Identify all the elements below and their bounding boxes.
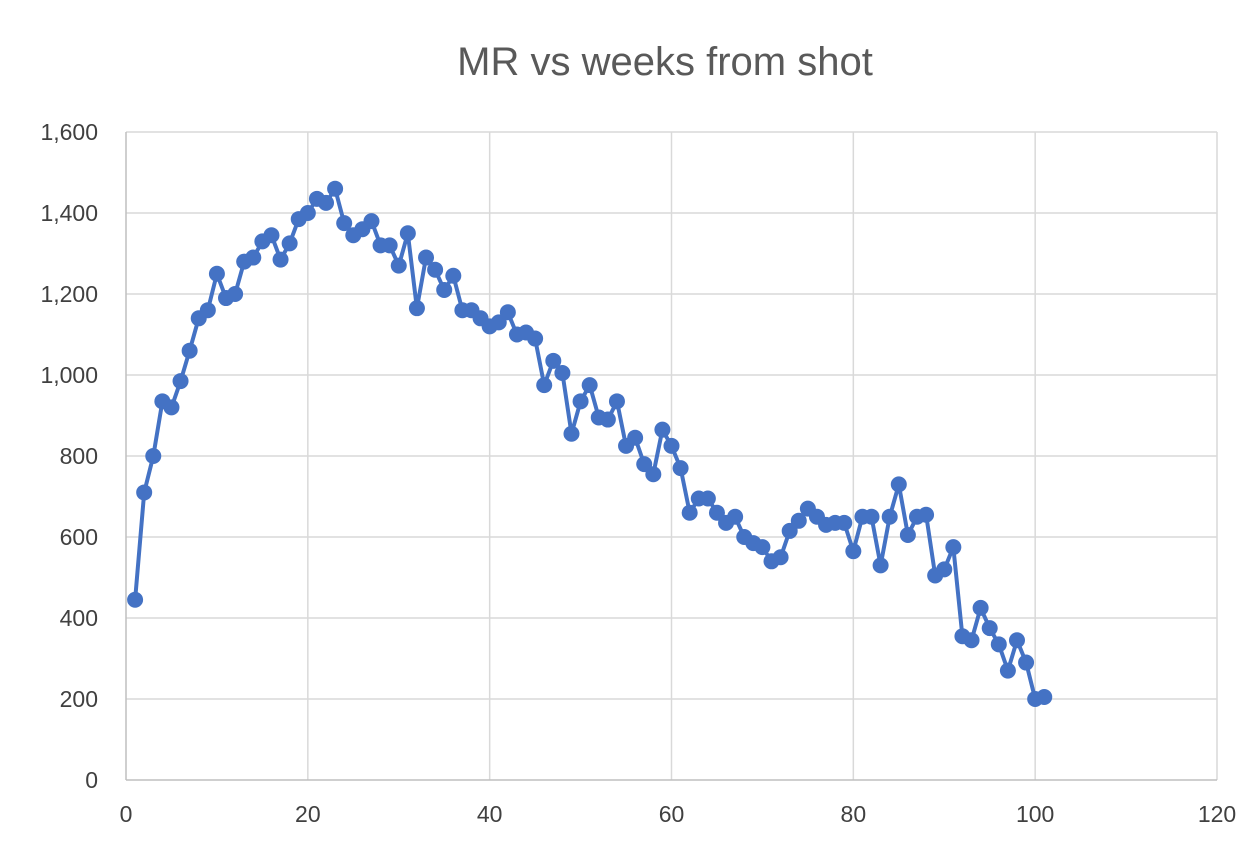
data-point xyxy=(536,377,553,394)
data-point xyxy=(1018,654,1035,671)
data-point xyxy=(699,490,716,507)
data-point xyxy=(863,508,880,525)
data-point xyxy=(654,421,671,438)
x-tick-labels: 0 20 40 60 80 100 120 xyxy=(120,801,1237,827)
data-point xyxy=(672,460,689,477)
x-tick-label: 120 xyxy=(1198,801,1236,827)
data-point xyxy=(836,514,853,531)
data-point xyxy=(790,512,807,529)
y-tick-label: 1,600 xyxy=(40,119,98,145)
data-point xyxy=(163,399,180,416)
y-tick-label: 600 xyxy=(60,524,98,550)
data-point xyxy=(599,411,616,428)
chart-title: MR vs weeks from shot xyxy=(457,40,873,84)
data-point xyxy=(936,561,953,578)
x-tick-label: 0 xyxy=(120,801,133,827)
data-point xyxy=(972,599,989,616)
x-tick-label: 20 xyxy=(295,801,321,827)
x-tick-label: 100 xyxy=(1016,801,1054,827)
y-tick-label: 400 xyxy=(60,605,98,631)
data-point xyxy=(172,373,189,390)
data-point xyxy=(663,437,680,454)
data-point xyxy=(181,342,198,359)
data-point xyxy=(299,205,316,221)
data-point xyxy=(336,215,353,232)
data-point xyxy=(136,484,153,501)
data-point xyxy=(436,281,453,298)
data-point xyxy=(327,180,344,197)
data-point xyxy=(272,251,289,268)
data-series xyxy=(127,180,1053,707)
data-point xyxy=(1008,632,1025,649)
data-point xyxy=(445,267,462,284)
data-point xyxy=(499,304,516,321)
data-point xyxy=(990,636,1007,653)
data-point xyxy=(945,539,962,556)
data-point xyxy=(918,506,935,523)
data-point xyxy=(872,557,889,574)
data-point xyxy=(899,526,916,543)
data-point xyxy=(554,364,571,381)
y-tick-labels: 0 200 400 600 800 1,000 1,200 1,400 1,600 xyxy=(40,119,98,793)
data-point xyxy=(145,448,162,464)
data-point xyxy=(399,225,416,242)
data-point xyxy=(199,302,216,319)
data-point xyxy=(527,330,544,347)
data-point xyxy=(408,300,425,317)
data-point xyxy=(363,213,380,230)
data-point xyxy=(572,393,589,410)
data-point xyxy=(645,466,662,483)
data-point xyxy=(581,377,598,394)
data-point xyxy=(318,194,335,211)
data-point xyxy=(208,265,225,282)
y-tick-label: 200 xyxy=(60,686,98,712)
data-point xyxy=(881,508,898,525)
y-tick-label: 1,200 xyxy=(40,281,98,307)
data-point xyxy=(727,508,744,525)
x-tick-label: 60 xyxy=(659,801,685,827)
data-point xyxy=(281,235,298,252)
data-point xyxy=(681,504,698,521)
data-point xyxy=(890,476,907,493)
data-point xyxy=(418,249,435,266)
data-point xyxy=(245,249,262,266)
data-point xyxy=(390,257,407,274)
y-tick-label: 800 xyxy=(60,443,98,469)
data-point xyxy=(545,352,562,369)
data-point xyxy=(999,662,1016,679)
y-tick-label: 1,400 xyxy=(40,200,98,226)
data-point xyxy=(381,237,398,254)
data-point xyxy=(845,543,862,560)
y-tick-label: 1,000 xyxy=(40,362,98,388)
data-point xyxy=(754,539,771,556)
data-point xyxy=(227,286,244,302)
data-point xyxy=(1036,688,1053,705)
data-point xyxy=(963,632,980,649)
data-point xyxy=(608,393,625,410)
x-tick-label: 40 xyxy=(477,801,503,827)
data-point xyxy=(627,429,644,446)
grid xyxy=(126,131,1218,780)
data-point xyxy=(127,591,144,608)
axes xyxy=(125,132,1217,781)
series-line xyxy=(133,186,1045,701)
data-point xyxy=(427,261,444,278)
y-tick-label: 0 xyxy=(85,767,98,793)
x-tick-label: 80 xyxy=(841,801,867,827)
data-point xyxy=(981,620,998,637)
data-point xyxy=(263,227,280,244)
data-point xyxy=(772,549,789,566)
data-point xyxy=(563,425,580,442)
